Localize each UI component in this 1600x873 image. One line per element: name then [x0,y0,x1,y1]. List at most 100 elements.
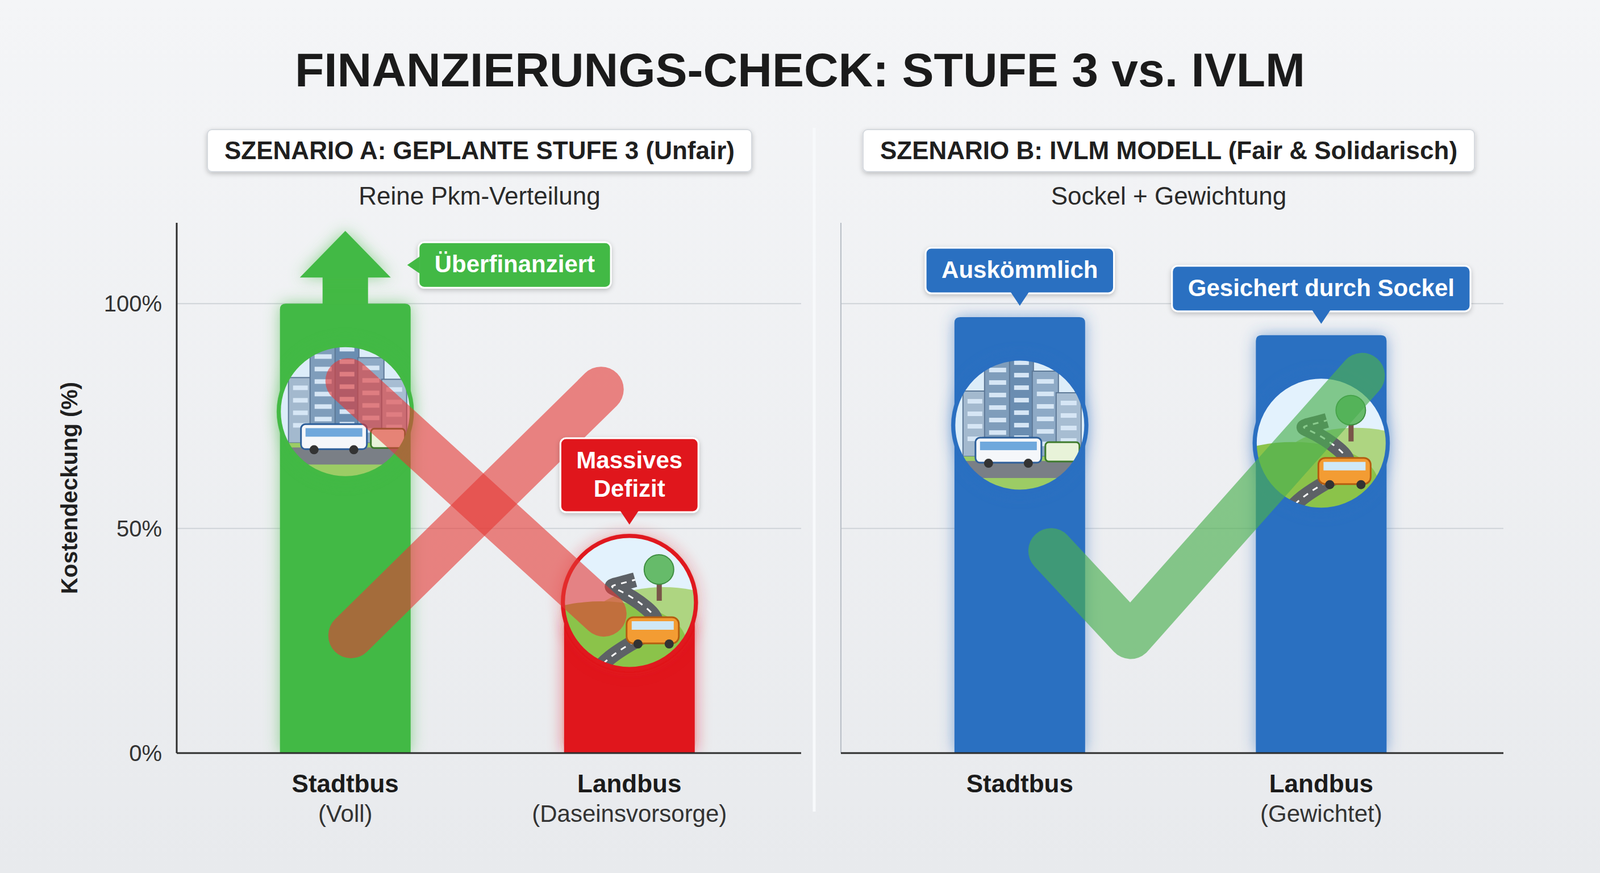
callout-pointer [1311,310,1331,324]
category-label: Landbus [577,769,682,798]
icon-window [1014,410,1029,415]
icon-window [989,392,1007,398]
icon-tree [644,554,674,585]
icon [951,339,1089,523]
panel-title-box [207,129,752,172]
icon-window [989,417,1007,423]
callout-pointer [620,510,639,525]
callout-pointer [1010,292,1029,306]
bars [280,303,695,753]
decorations [276,230,738,683]
icon-window [339,334,355,339]
axis-label: Kostendeckung (%) [56,381,82,594]
callout-box [925,247,1114,294]
tick-label: 100% [103,290,162,316]
panel-title-box [863,129,1475,172]
icon-window [293,397,308,403]
grid-line [176,752,802,754]
panel-header: SZENARIO A: GEPLANTE STUFE 3 (Unfair) [207,129,752,172]
icon-window [293,410,308,415]
icon-window [314,416,332,422]
icon-wheel [1356,480,1366,490]
icon-window [1060,425,1077,431]
grid-line [840,752,1504,754]
icon-window [989,380,1007,385]
icon-bus [301,423,368,449]
callout: Auskömmlich [925,247,1114,306]
check-mark [1051,375,1363,637]
icon-window [1036,428,1054,434]
icon-window [1036,403,1054,409]
y-axis [176,222,178,753]
background [0,0,1600,873]
icon-window [967,411,983,416]
icon-window [1014,397,1029,403]
divider [811,127,818,812]
callout-text: Überfinanziert [434,250,595,278]
icon-window [967,398,983,404]
chart-page: FINANZIERUNGS-CHECK: STUFE 3 vs. IVLM SZE… [0,0,1600,873]
icon-wheel [984,458,994,468]
icon-ring [953,358,1087,492]
callout-text: Auskömmlich [941,256,1098,283]
icon-window [293,385,308,390]
icon-window [1014,422,1029,428]
tick-label: 50% [116,515,162,541]
cross-mark [351,389,602,636]
grid-line [176,302,802,304]
panel-header: SZENARIO B: IVLM MODELL (Fair & Solidari… [863,129,1475,172]
icon-wheel [1023,458,1033,468]
category-label: Stadtbus [292,769,399,798]
icon-wheel [349,444,359,454]
icon-window [314,353,332,359]
icon-wheel [309,444,319,454]
panel: SZENARIO A: GEPLANTE STUFE 3 (Unfair) Rei… [56,129,802,827]
icon-bus [975,437,1042,463]
callout-line: Auskömmlich [941,256,1098,283]
panel: SZENARIO B: IVLM MODELL (Fair & Solidari… [840,129,1504,827]
callout-line: Überfinanziert [434,250,595,278]
callout-line: Massives [576,446,683,474]
icon-window [1014,360,1029,365]
icon-window [314,403,332,409]
icon-window [1036,416,1054,422]
callout: Gesichert durch Sockel [1172,265,1471,324]
icon-bus [626,617,679,644]
callout: Überfinanziert [407,242,611,288]
icon-bus-window [1323,461,1366,471]
icon-window [989,405,1007,410]
icon-wheel [664,639,674,649]
icon-window [989,430,1007,435]
tick-label: 0% [128,740,162,766]
icon-window [1014,347,1029,353]
category-note: (Voll) [318,800,373,827]
icon-bus [1318,457,1371,485]
icon-window [1014,385,1029,390]
title: FINANZIERUNGS-CHECK: STUFE 3 vs. IVLM [294,43,1306,97]
callout-text: Gesichert durch Sockel [1188,274,1455,302]
icon-window [339,346,355,352]
category-note: (Gewichtet) [1260,800,1383,827]
panel-subtitle: Reine Pkm-Verteilung [358,181,601,210]
callout-pointer [407,256,420,274]
icon-window [967,423,983,429]
panel-title: SZENARIO A: GEPLANTE STUFE 3 (Unfair) [224,136,735,165]
category-note: (Daseinsvorsorge) [531,800,727,827]
grid-line [840,527,1504,529]
callout-line: Defizit [593,475,666,502]
icon-window [1060,400,1077,406]
divider [813,127,816,812]
category-label: Landbus [1269,769,1374,798]
icon-bus-window [305,427,363,437]
icon-window [1014,372,1029,378]
callout-text: MassivesDefizit [576,446,683,502]
icon-wheel [633,639,643,649]
callout-box [418,242,611,288]
icon-wheel [1325,480,1335,490]
panel-title: SZENARIO B: IVLM MODELL (Fair & Solidari… [880,136,1458,165]
overflow-arrow-head [300,230,391,278]
icon-bus [1045,442,1080,462]
y-axis [840,222,842,753]
icon-bus-window [980,441,1037,450]
icon-window [1036,391,1054,397]
